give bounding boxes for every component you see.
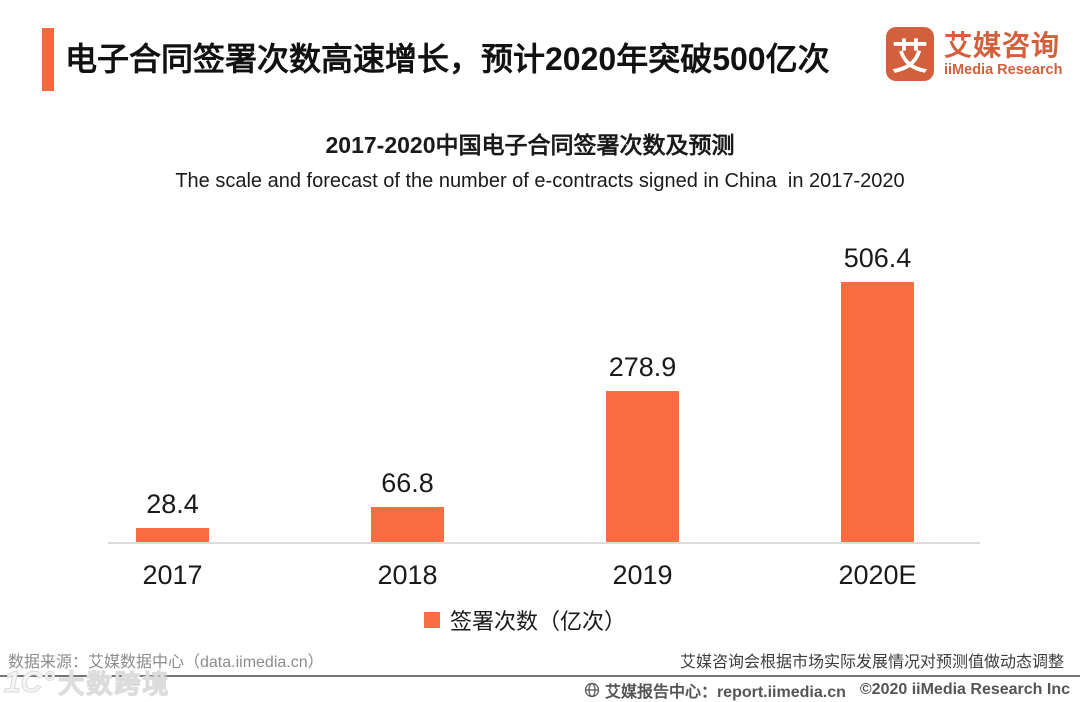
bar — [371, 506, 444, 543]
iimedia-logo-icon: 艾 — [886, 27, 934, 81]
bar-value-label: 66.8 — [381, 467, 434, 498]
bar-group-2017: 28.4 — [55, 243, 290, 543]
title-accent-bar — [42, 28, 54, 91]
bar-value-label: 506.4 — [843, 243, 912, 273]
logo-name-en: iiMedia Research — [944, 62, 1063, 78]
bar-group-2018: 66.8 — [290, 243, 525, 543]
forecast-adjustment-note: 艾媒咨询会根据市场实际发展情况对预测值做动态调整 — [679, 654, 1064, 671]
x-axis-label: 2017 — [142, 560, 203, 590]
footer-report-center: 艾媒报告中心：report.iimedia.cn — [584, 678, 846, 702]
copyright-text: ©2020 iiMedia Research Inc — [859, 680, 1070, 698]
chart-legend: 签署次数（亿次） — [0, 604, 1050, 636]
page-title: 电子合同签署次数高速增长，预计2020年突破500亿次 — [65, 41, 830, 77]
bar-value-label: 28.4 — [146, 488, 199, 519]
logo-name-cn: 艾媒咨询 — [944, 30, 1061, 61]
legend-label: 签署次数（亿次） — [449, 609, 626, 634]
logo-text: 艾媒咨询 iiMedia Research — [944, 30, 1062, 78]
chart-subtitle: The scale and forecast of the number of … — [175, 170, 905, 192]
bar-group-2019: 278.9 — [525, 243, 760, 543]
logo-glyph: 艾 — [891, 36, 928, 77]
bar-value-label: 278.9 — [608, 351, 677, 382]
x-axis-label: 2018 — [377, 560, 438, 590]
report-center-link[interactable]: 艾媒报告中心：report.iimedia.cn — [604, 683, 846, 701]
footer-bar: 艾媒报告中心：report.iimedia.cn ©2020 iiMedia R… — [0, 675, 1080, 702]
data-source-note: 数据来源：艾媒数据中心（data.iimedia.cn） — [8, 654, 324, 671]
iimedia-logo: 艾 艾媒咨询 iiMedia Research — [886, 27, 1062, 81]
globe-icon — [584, 682, 600, 698]
x-axis-line — [108, 542, 980, 544]
bar — [606, 390, 679, 543]
bar-group-2020E: 506.4 — [760, 243, 995, 543]
bar-chart-plot: 28.4 66.8 278.9 506.4 — [55, 243, 995, 544]
bar — [136, 527, 209, 543]
x-axis-label: 2020E — [838, 560, 917, 590]
chart-title: 2017-2020中国电子合同签署次数及预测 — [325, 132, 735, 158]
legend-swatch-icon — [423, 612, 440, 628]
x-axis-label: 2019 — [612, 560, 673, 590]
bar — [841, 282, 914, 543]
x-axis-labels: 2017 2018 2019 2020E — [55, 560, 995, 591]
